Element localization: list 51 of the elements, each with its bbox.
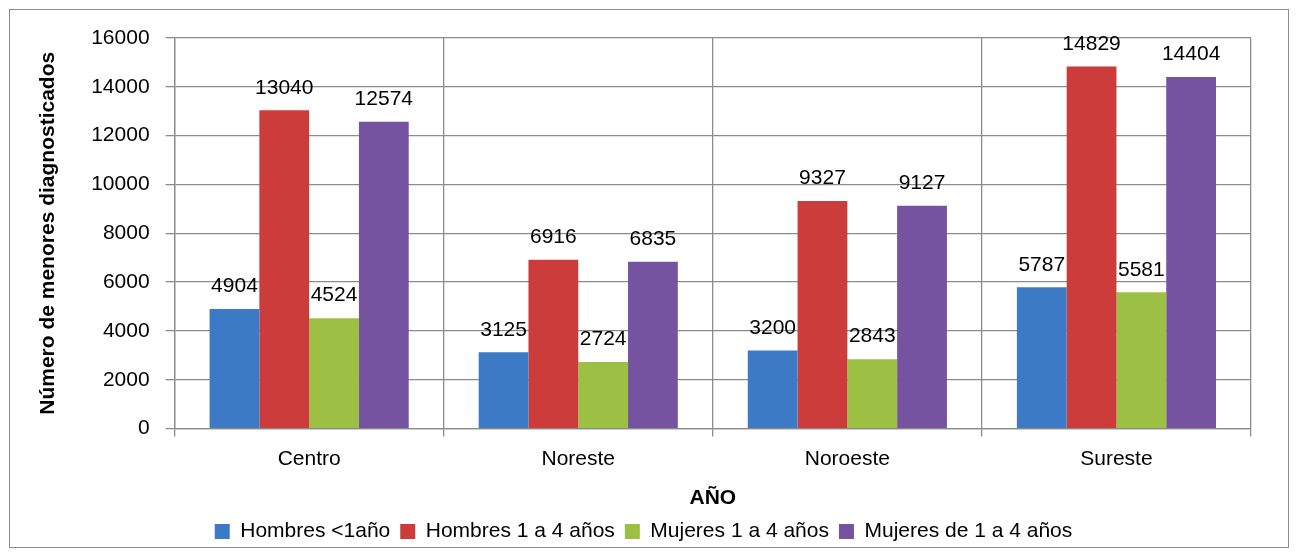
legend-label: Mujeres de 1 a 4 años bbox=[864, 518, 1073, 542]
legend-label: Hombres <1año bbox=[240, 518, 391, 542]
data-label: 2843 bbox=[848, 323, 896, 347]
data-label: 5787 bbox=[1018, 251, 1066, 275]
bar bbox=[1016, 287, 1067, 428]
data-label: 3200 bbox=[749, 314, 797, 338]
y-tick-label: 0 bbox=[137, 415, 150, 439]
data-label: 14829 bbox=[1062, 30, 1121, 54]
bar bbox=[628, 261, 678, 428]
bar bbox=[478, 352, 529, 428]
y-tick-label: 4000 bbox=[102, 317, 150, 341]
bar bbox=[1166, 76, 1217, 428]
data-label: 12574 bbox=[354, 85, 414, 109]
y-tick-label: 6000 bbox=[102, 268, 150, 292]
bar bbox=[747, 350, 798, 428]
x-tick-label: Sureste bbox=[1080, 446, 1153, 469]
y-tick-label: 8000 bbox=[102, 220, 150, 244]
data-label: 3125 bbox=[480, 316, 527, 340]
bar bbox=[259, 110, 310, 428]
bar bbox=[847, 359, 898, 428]
y-tick-label: 12000 bbox=[91, 122, 150, 146]
y-tick-label: 16000 bbox=[91, 24, 150, 48]
bar bbox=[358, 121, 409, 428]
bar bbox=[209, 308, 260, 428]
bar bbox=[578, 362, 629, 428]
x-axis-title: AÑO bbox=[689, 485, 737, 509]
data-label: 4904 bbox=[211, 273, 259, 297]
data-label: 9127 bbox=[898, 170, 946, 194]
data-label: 13040 bbox=[255, 74, 314, 98]
y-axis-title: Número de menores diagnosticados bbox=[35, 51, 59, 415]
data-label: 2724 bbox=[579, 326, 627, 350]
bar bbox=[897, 205, 947, 428]
legend-label: Mujeres 1 a 4 años bbox=[650, 518, 829, 542]
data-label: 9327 bbox=[799, 165, 846, 189]
bar bbox=[309, 318, 359, 428]
data-label: 6916 bbox=[530, 224, 577, 248]
x-tick-label: Noreste bbox=[541, 446, 616, 469]
x-tick-label: Noroeste bbox=[804, 446, 890, 469]
y-tick-label: 2000 bbox=[102, 366, 150, 390]
bar bbox=[1116, 292, 1167, 428]
data-label: 6835 bbox=[629, 226, 677, 250]
bar bbox=[528, 259, 579, 428]
y-tick-label: 14000 bbox=[91, 73, 150, 97]
x-tick-label: Centro bbox=[277, 446, 341, 469]
data-label: 5581 bbox=[1117, 256, 1165, 280]
legend-label: Hombres 1 a 4 años bbox=[425, 518, 615, 542]
bar bbox=[1066, 66, 1117, 428]
bar bbox=[797, 200, 848, 428]
y-tick-label: 10000 bbox=[91, 171, 150, 195]
data-label: 14404 bbox=[1161, 41, 1221, 65]
data-label: 4524 bbox=[310, 282, 358, 306]
